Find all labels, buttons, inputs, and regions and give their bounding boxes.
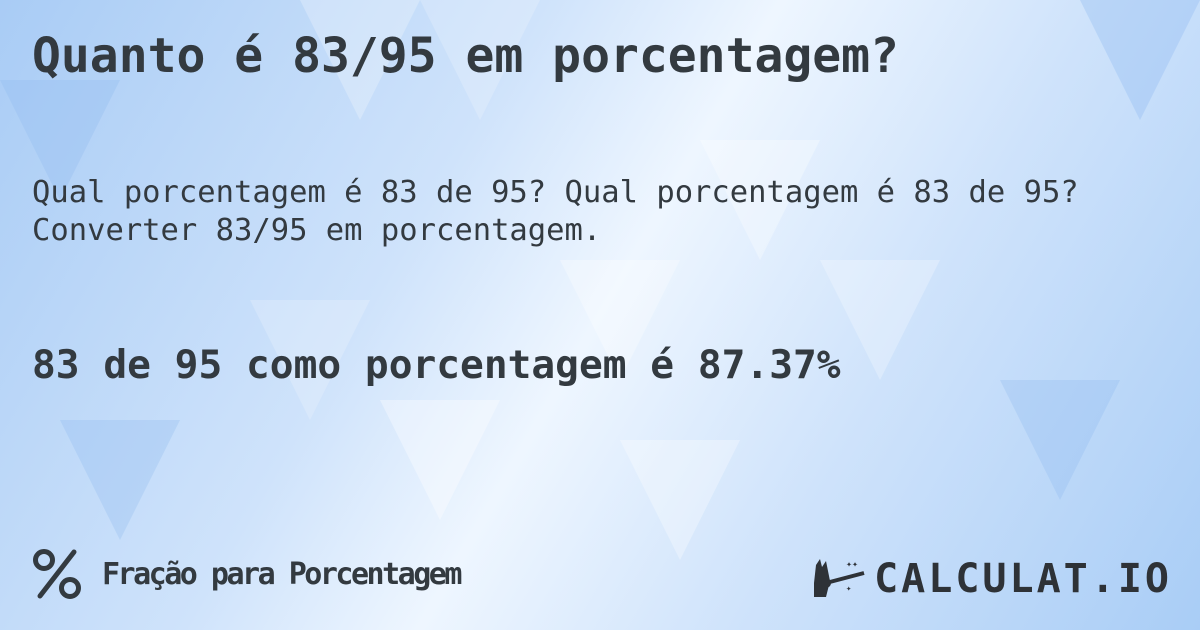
brand-logo[interactable]: ✦✦ ✦ CALCULAT.IO bbox=[812, 556, 1172, 602]
description: Qual porcentagem é 83 de 95? Qual porcen… bbox=[32, 174, 1079, 250]
page-title: Quanto é 83/95 em porcentagem? bbox=[32, 28, 899, 84]
svg-text:✦✦: ✦✦ bbox=[846, 559, 858, 570]
result-text: 83 de 95 como porcentagem é 87.37% bbox=[32, 342, 841, 388]
description-line-2: Converter 83/95 em porcentagem. bbox=[32, 213, 602, 248]
description-line-1: Qual porcentagem é 83 de 95? Qual porcen… bbox=[32, 175, 1079, 210]
percent-icon bbox=[33, 549, 81, 599]
svg-text:✦: ✦ bbox=[846, 584, 852, 594]
magic-hand-icon: ✦✦ ✦ bbox=[814, 559, 865, 597]
logo-text: CALCULAT.IO bbox=[874, 556, 1172, 602]
category-link[interactable]: Fração para Porcentagem bbox=[32, 548, 462, 600]
category-label: Fração para Porcentagem bbox=[102, 556, 462, 592]
